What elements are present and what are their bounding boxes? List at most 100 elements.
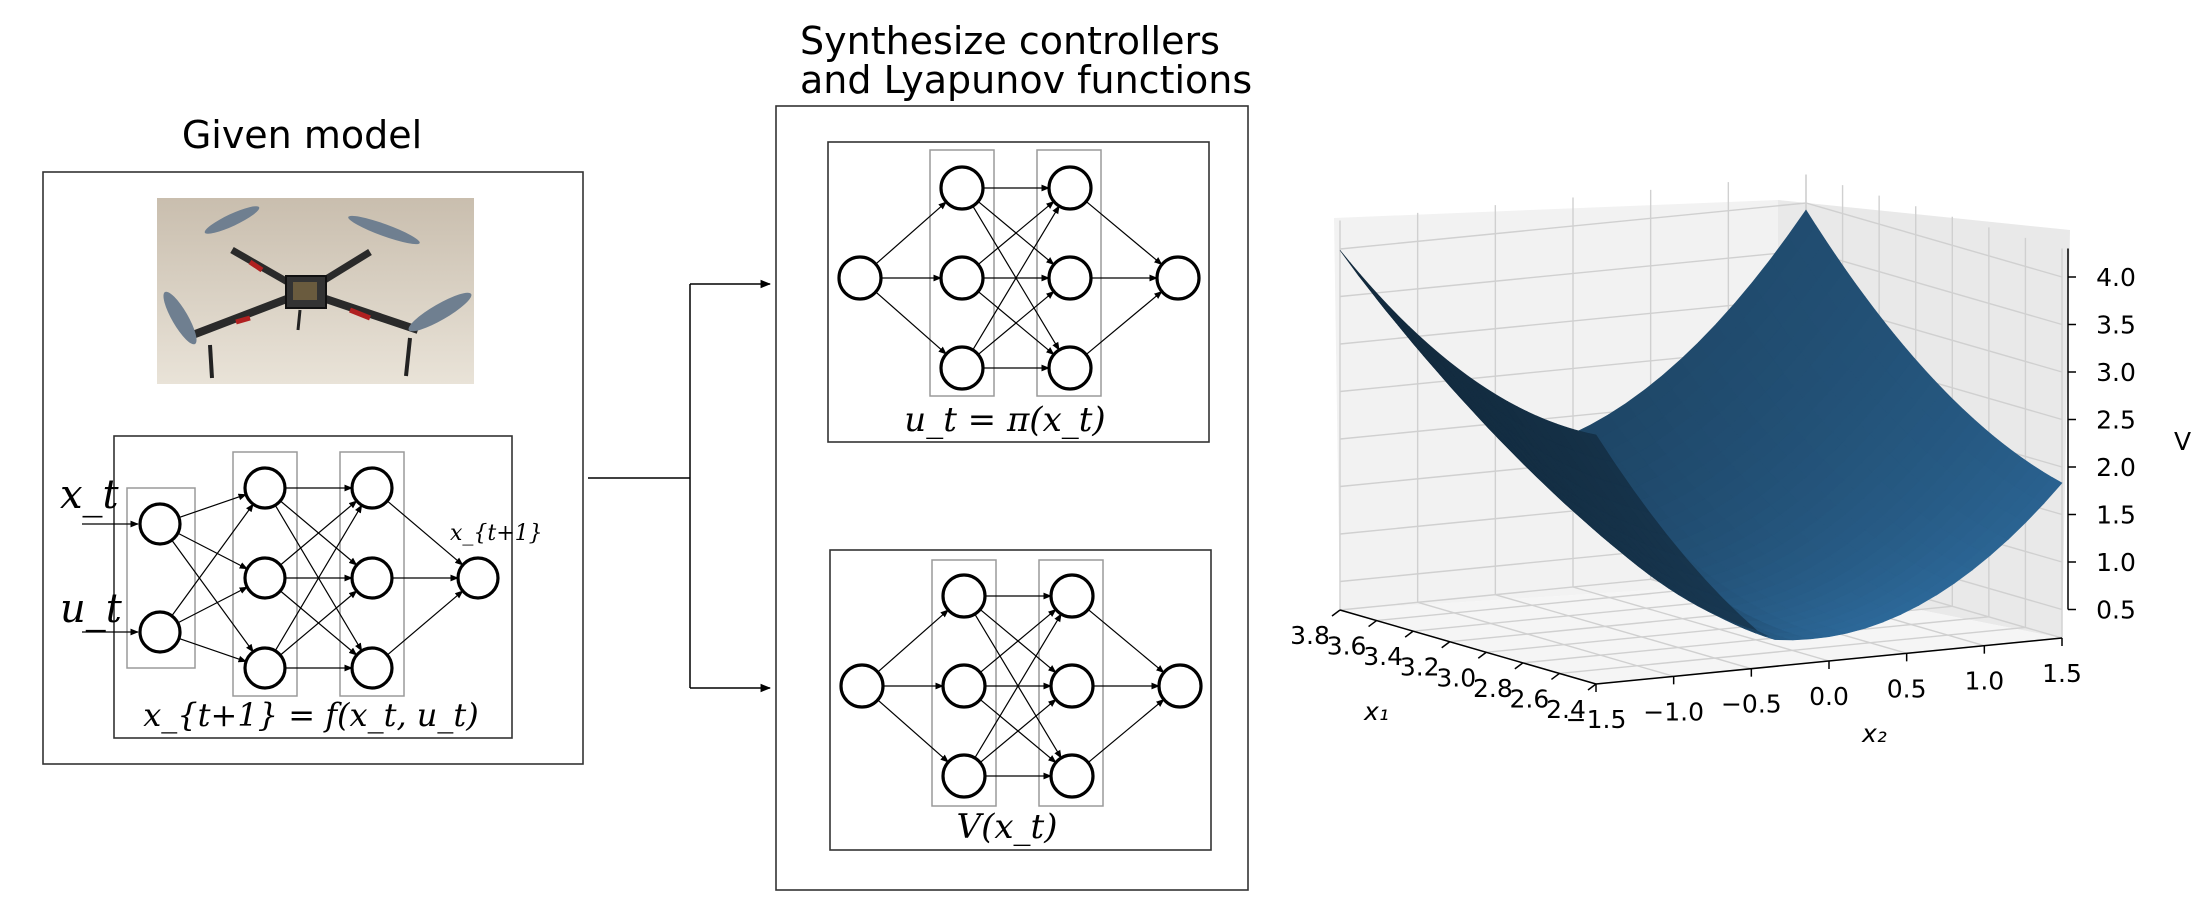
given-model-frame — [42, 171, 584, 765]
neuron-node — [1155, 255, 1201, 301]
network-edge — [178, 493, 247, 519]
network-edge — [875, 201, 947, 265]
network-edge — [979, 608, 1057, 674]
neuron-node — [1047, 345, 1093, 391]
dynamics-network-frame — [113, 435, 513, 739]
network-edge — [877, 609, 949, 673]
x-tick-label: 3.2 — [1400, 653, 1440, 682]
neuron-node — [1047, 255, 1093, 301]
neuron-node — [941, 753, 987, 799]
y-tick-label: −1.5 — [1566, 705, 1627, 734]
x-tick-label: 3.8 — [1290, 621, 1330, 650]
grid-line — [1495, 593, 1752, 670]
neuron-node — [1049, 753, 1095, 799]
y-tick-label: −0.5 — [1721, 690, 1782, 719]
layer-group-box — [1036, 149, 1102, 397]
network-edge — [1085, 290, 1163, 356]
neuron-node — [1047, 165, 1093, 211]
network-edge — [274, 504, 363, 652]
axis-ticks: 2.42.62.83.03.23.43.63.8 −1.5 −1.0 −0.5 0.0 0… — [1290, 248, 2136, 734]
neuron-node — [941, 663, 987, 709]
network-edge — [977, 200, 1055, 266]
surface-plot: 2.42.62.83.03.23.43.63.8 −1.5 −1.0 −0.5 0.0 0… — [1290, 174, 2191, 748]
neuron-node — [243, 556, 287, 600]
network-edge — [1085, 200, 1163, 266]
network-edge — [386, 500, 464, 566]
x-tick-mark — [1587, 683, 1597, 691]
synthesize-frame — [775, 105, 1249, 891]
y-tick-label: 0.0 — [1809, 682, 1849, 711]
neuron-node — [939, 255, 985, 301]
neuron-node — [939, 165, 985, 211]
network-edge — [979, 698, 1057, 764]
synthesize-title-line1: Synthesize controllers — [800, 19, 1220, 63]
grid-line — [1522, 616, 1989, 664]
x-tick-label: 2.8 — [1473, 674, 1513, 703]
branch-connector — [588, 279, 772, 693]
grid-line — [1417, 601, 1674, 678]
network-edge — [974, 613, 1062, 759]
z-tick-label: 2.5 — [2096, 406, 2136, 435]
y-tick-label: −1.0 — [1643, 697, 1704, 726]
z-axis-label: V — [2174, 427, 2191, 456]
layer-group-box — [126, 487, 196, 669]
z-tick-label: 0.5 — [2096, 596, 2136, 625]
surface-patch — [2033, 477, 2063, 504]
x-tick-label: 3.6 — [1327, 632, 1367, 661]
input-label-u: u_t — [60, 586, 123, 632]
lyapunov-surface — [1339, 209, 2063, 641]
controller-equation: u_t = π(x_t) — [904, 400, 1105, 440]
grid-line — [1572, 586, 1830, 662]
x-tick-mark — [1404, 630, 1414, 638]
x-tick-mark — [1441, 641, 1451, 649]
network-edge — [386, 590, 464, 656]
lyapunov-network — [839, 559, 1203, 807]
neuron-node — [138, 610, 182, 654]
neuron-node — [138, 502, 182, 546]
z-tick-label: 2.0 — [2096, 453, 2136, 482]
network-edge — [977, 290, 1055, 356]
neuron-node — [839, 663, 885, 709]
layer-group-box — [339, 451, 405, 697]
lyapunov-network-frame — [829, 549, 1212, 851]
neuron-node — [1049, 663, 1095, 709]
neuron-node — [350, 646, 394, 690]
network-edge — [875, 291, 947, 355]
controller-network — [837, 149, 1201, 397]
input-label-x: x_t — [60, 472, 120, 518]
neuron-node — [243, 466, 287, 510]
y-tick-label: 1.0 — [1964, 667, 2004, 696]
network-edge — [177, 532, 248, 570]
x-tick-label: 3.0 — [1436, 663, 1476, 692]
y-tick-label: 1.5 — [2042, 659, 2082, 688]
grid-line — [1559, 626, 2026, 675]
x-axis-label: x₁ — [1363, 697, 1389, 726]
x-tick-label: 2.6 — [1510, 684, 1550, 713]
output-label: x_{t+1} — [450, 521, 543, 546]
neuron-node — [1049, 573, 1095, 619]
network-edge — [972, 205, 1060, 351]
x-tick-mark — [1368, 619, 1378, 628]
quadcopter-drone-icon — [163, 206, 472, 379]
network-edge — [877, 699, 949, 763]
x-tick-mark — [1477, 651, 1487, 659]
dynamics-equation: x_{t+1} = f(x_t, u_t) — [143, 696, 478, 734]
network-edge — [171, 503, 254, 617]
given-model-title: Given model — [182, 113, 422, 157]
neuron-node — [1157, 663, 1203, 709]
layer-group-box — [232, 451, 298, 697]
layer-group-box — [1038, 559, 1104, 807]
network-edge — [279, 500, 358, 566]
layer-group-box — [931, 559, 997, 807]
x-tick-label: 2.4 — [1546, 695, 1586, 724]
z-tick-label: 1.5 — [2096, 501, 2136, 530]
z-tick-label: 4.0 — [2096, 263, 2136, 292]
y-axis-label: x₂ — [1861, 719, 1887, 748]
neuron-node — [837, 255, 883, 301]
network-edge — [177, 586, 248, 624]
synthesize-title-line2: and Lyapunov functions — [800, 58, 1252, 102]
x-tick-label: 3.4 — [1363, 642, 1403, 671]
x-tick-mark — [1514, 662, 1524, 670]
neuron-node — [350, 466, 394, 510]
